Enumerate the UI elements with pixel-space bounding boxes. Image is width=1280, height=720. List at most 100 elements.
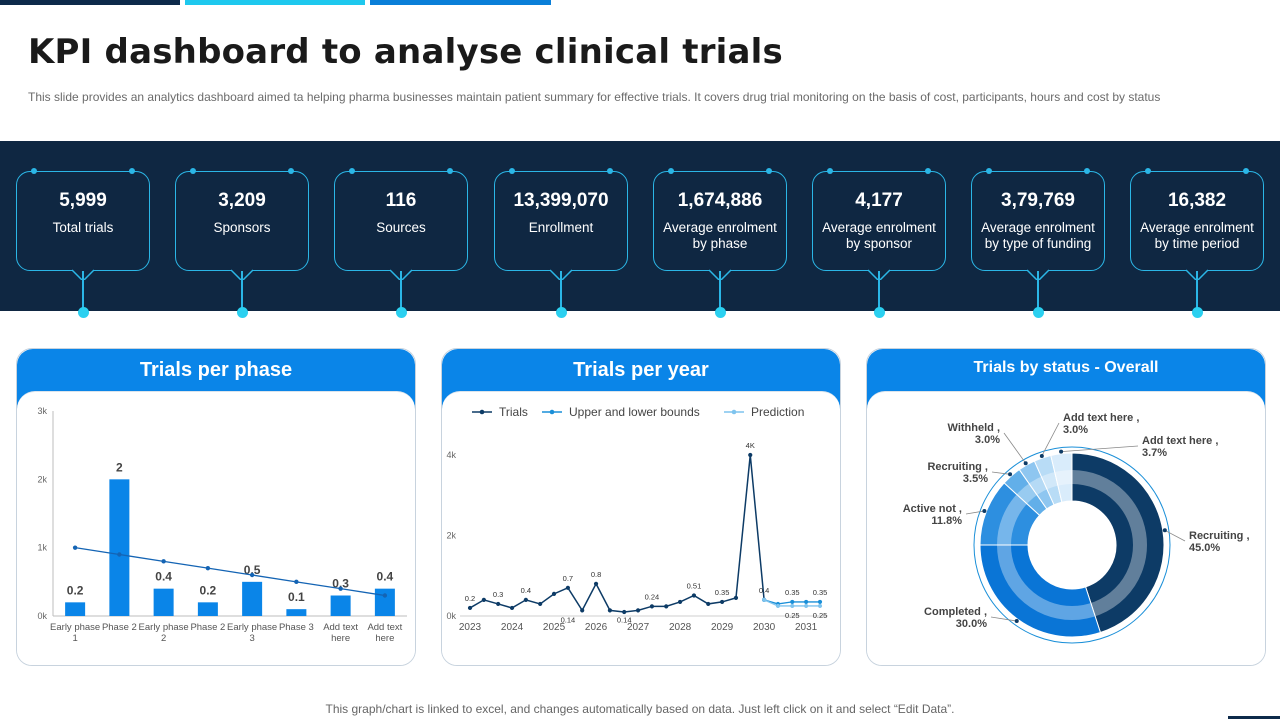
bar-data-label: 0.2 — [67, 583, 84, 597]
label-leader-line — [965, 510, 985, 515]
trials-per-year-chart[interactable]: 0k 2k 4k 2023 2024 2025 2026 2027 2028 2029 2030 20… — [442, 349, 841, 666]
kpi-label: Average enrolment by phase — [663, 220, 777, 251]
slice-label: Completed , — [924, 606, 987, 618]
series-point — [720, 599, 725, 605]
kpi-value: 5,999 — [59, 190, 107, 211]
kpi-card-dot — [288, 168, 294, 174]
kpi-connector — [1196, 271, 1198, 309]
slice-label: Recruiting , — [1189, 530, 1250, 542]
point-data-label: 0.51 — [687, 581, 702, 590]
kpi-pin-dot — [77, 307, 89, 318]
point-data-label: 0.3 — [493, 590, 503, 599]
series-point — [706, 601, 711, 607]
kpi-connector — [1037, 271, 1039, 309]
kpi-card: 4,177 Average enrolment by sponsor — [812, 168, 946, 271]
slice-label-value: 30.0% — [956, 618, 987, 630]
series-point — [817, 599, 823, 605]
y-tick-label: 2k — [37, 474, 47, 484]
x-tick-label: here — [375, 633, 394, 644]
kpi-value: 16,382 — [1167, 190, 1227, 211]
series-point — [748, 452, 753, 458]
x-tick-label: 1 — [72, 633, 77, 644]
bar-data-label: 0.5 — [244, 563, 261, 577]
top-accent-bar-blue — [370, 0, 551, 5]
kpi-card-dot — [668, 168, 674, 174]
legend-swatch-dot — [479, 409, 485, 415]
point-data-label: 0.4 — [759, 586, 769, 595]
bar — [374, 588, 395, 616]
legend-swatch-dot — [731, 409, 737, 415]
x-tick-label: 2025 — [543, 622, 566, 633]
series-point — [635, 608, 641, 613]
x-tick-label: Add text — [367, 622, 402, 633]
x-tick-label: 2030 — [753, 622, 776, 633]
bar-data-label: 0.1 — [288, 590, 305, 604]
donut-slice — [979, 544, 1102, 638]
kpi-pin-dot — [873, 307, 885, 318]
slice-label-value: 3.0% — [975, 434, 1000, 446]
series-point — [775, 603, 781, 609]
slice-label: Add text here , — [1063, 412, 1139, 424]
label-leader-line — [1003, 432, 1027, 464]
panel-trials-per-phase[interactable]: Trials per phase 0k 1k 2k 3k 0.2 Early phase 1… — [16, 348, 416, 666]
x-tick-label: Early phase — [50, 622, 100, 633]
series-point — [551, 591, 557, 596]
x-tick-label: Phase 3 — [279, 622, 314, 633]
kpi-pin-dot — [1191, 307, 1203, 318]
series-point — [790, 599, 795, 605]
x-tick-label: 2026 — [585, 622, 608, 633]
series-point — [538, 601, 543, 607]
kpi-band: 5,999 Total trials 3,209 Sponsors 116 Sources… — [0, 141, 1280, 318]
kpi-connector — [719, 271, 721, 309]
top-accent-bar-cyan — [185, 0, 365, 5]
kpi-value: 4,177 — [855, 190, 903, 211]
kpi-value: 13,399,070 — [513, 190, 609, 211]
series-point — [817, 603, 823, 609]
y-tick-label: 4k — [446, 450, 456, 460]
bar — [197, 602, 218, 616]
point-data-label: 0.4 — [521, 586, 531, 595]
point-data-label: 0.25 — [813, 611, 828, 620]
trendline-point — [294, 579, 299, 585]
panel-trials-by-status[interactable]: Trials by status - Overall Recruiting ,4… — [866, 348, 1266, 666]
trendline-point — [382, 593, 388, 598]
kpi-card-dot — [509, 168, 515, 174]
trendline-point — [72, 545, 78, 550]
label-leader-dot — [1023, 461, 1028, 466]
y-tick-label: 2k — [446, 531, 456, 541]
panel-trials-per-year[interactable]: Trials per year 0k 2k 4k 2023 2024 2025 2026 20… — [441, 348, 841, 666]
kpi-card: 116 Sources — [334, 168, 468, 271]
donut-inner-band — [997, 470, 1147, 620]
x-tick-label: 2028 — [669, 622, 692, 633]
trials-by-status-chart[interactable]: Recruiting ,45.0%Completed ,30.0%Active … — [867, 349, 1266, 666]
bar — [286, 609, 307, 616]
kpi-card-dot — [190, 168, 196, 174]
label-leader-line — [1164, 529, 1186, 542]
panel-title: Trials by status - Overall — [973, 359, 1159, 376]
bar — [65, 602, 86, 616]
bar-data-label: 0.2 — [200, 583, 217, 597]
kpi-connector — [241, 271, 243, 309]
donut-slice — [1071, 452, 1165, 634]
series-point — [523, 597, 528, 602]
footer-note: This graph/chart is linked to excel, and… — [325, 702, 955, 716]
trendline-point — [338, 586, 343, 591]
label-leader-dot — [1162, 528, 1167, 533]
bar-data-label: 0.3 — [332, 577, 349, 591]
x-tick-label: 3 — [249, 633, 254, 644]
trendline-point — [249, 572, 255, 578]
kpi-connector — [878, 271, 880, 309]
kpi-card-dot — [1243, 168, 1249, 174]
trendline — [75, 547, 385, 597]
page-subtitle: This slide provides an analytics dashboa… — [28, 90, 1161, 104]
x-tick-label: 2031 — [795, 622, 818, 633]
trendline-point — [205, 565, 211, 571]
series-point — [691, 593, 697, 598]
kpi-pin-dot — [555, 307, 567, 318]
top-accent-bar-navy — [0, 0, 180, 5]
label-leader-line — [990, 616, 1017, 622]
trendline-point — [161, 559, 166, 564]
legend-label: Trials — [499, 405, 528, 419]
kpi-card: 1,674,886 Average enrolment by phase — [653, 168, 787, 271]
